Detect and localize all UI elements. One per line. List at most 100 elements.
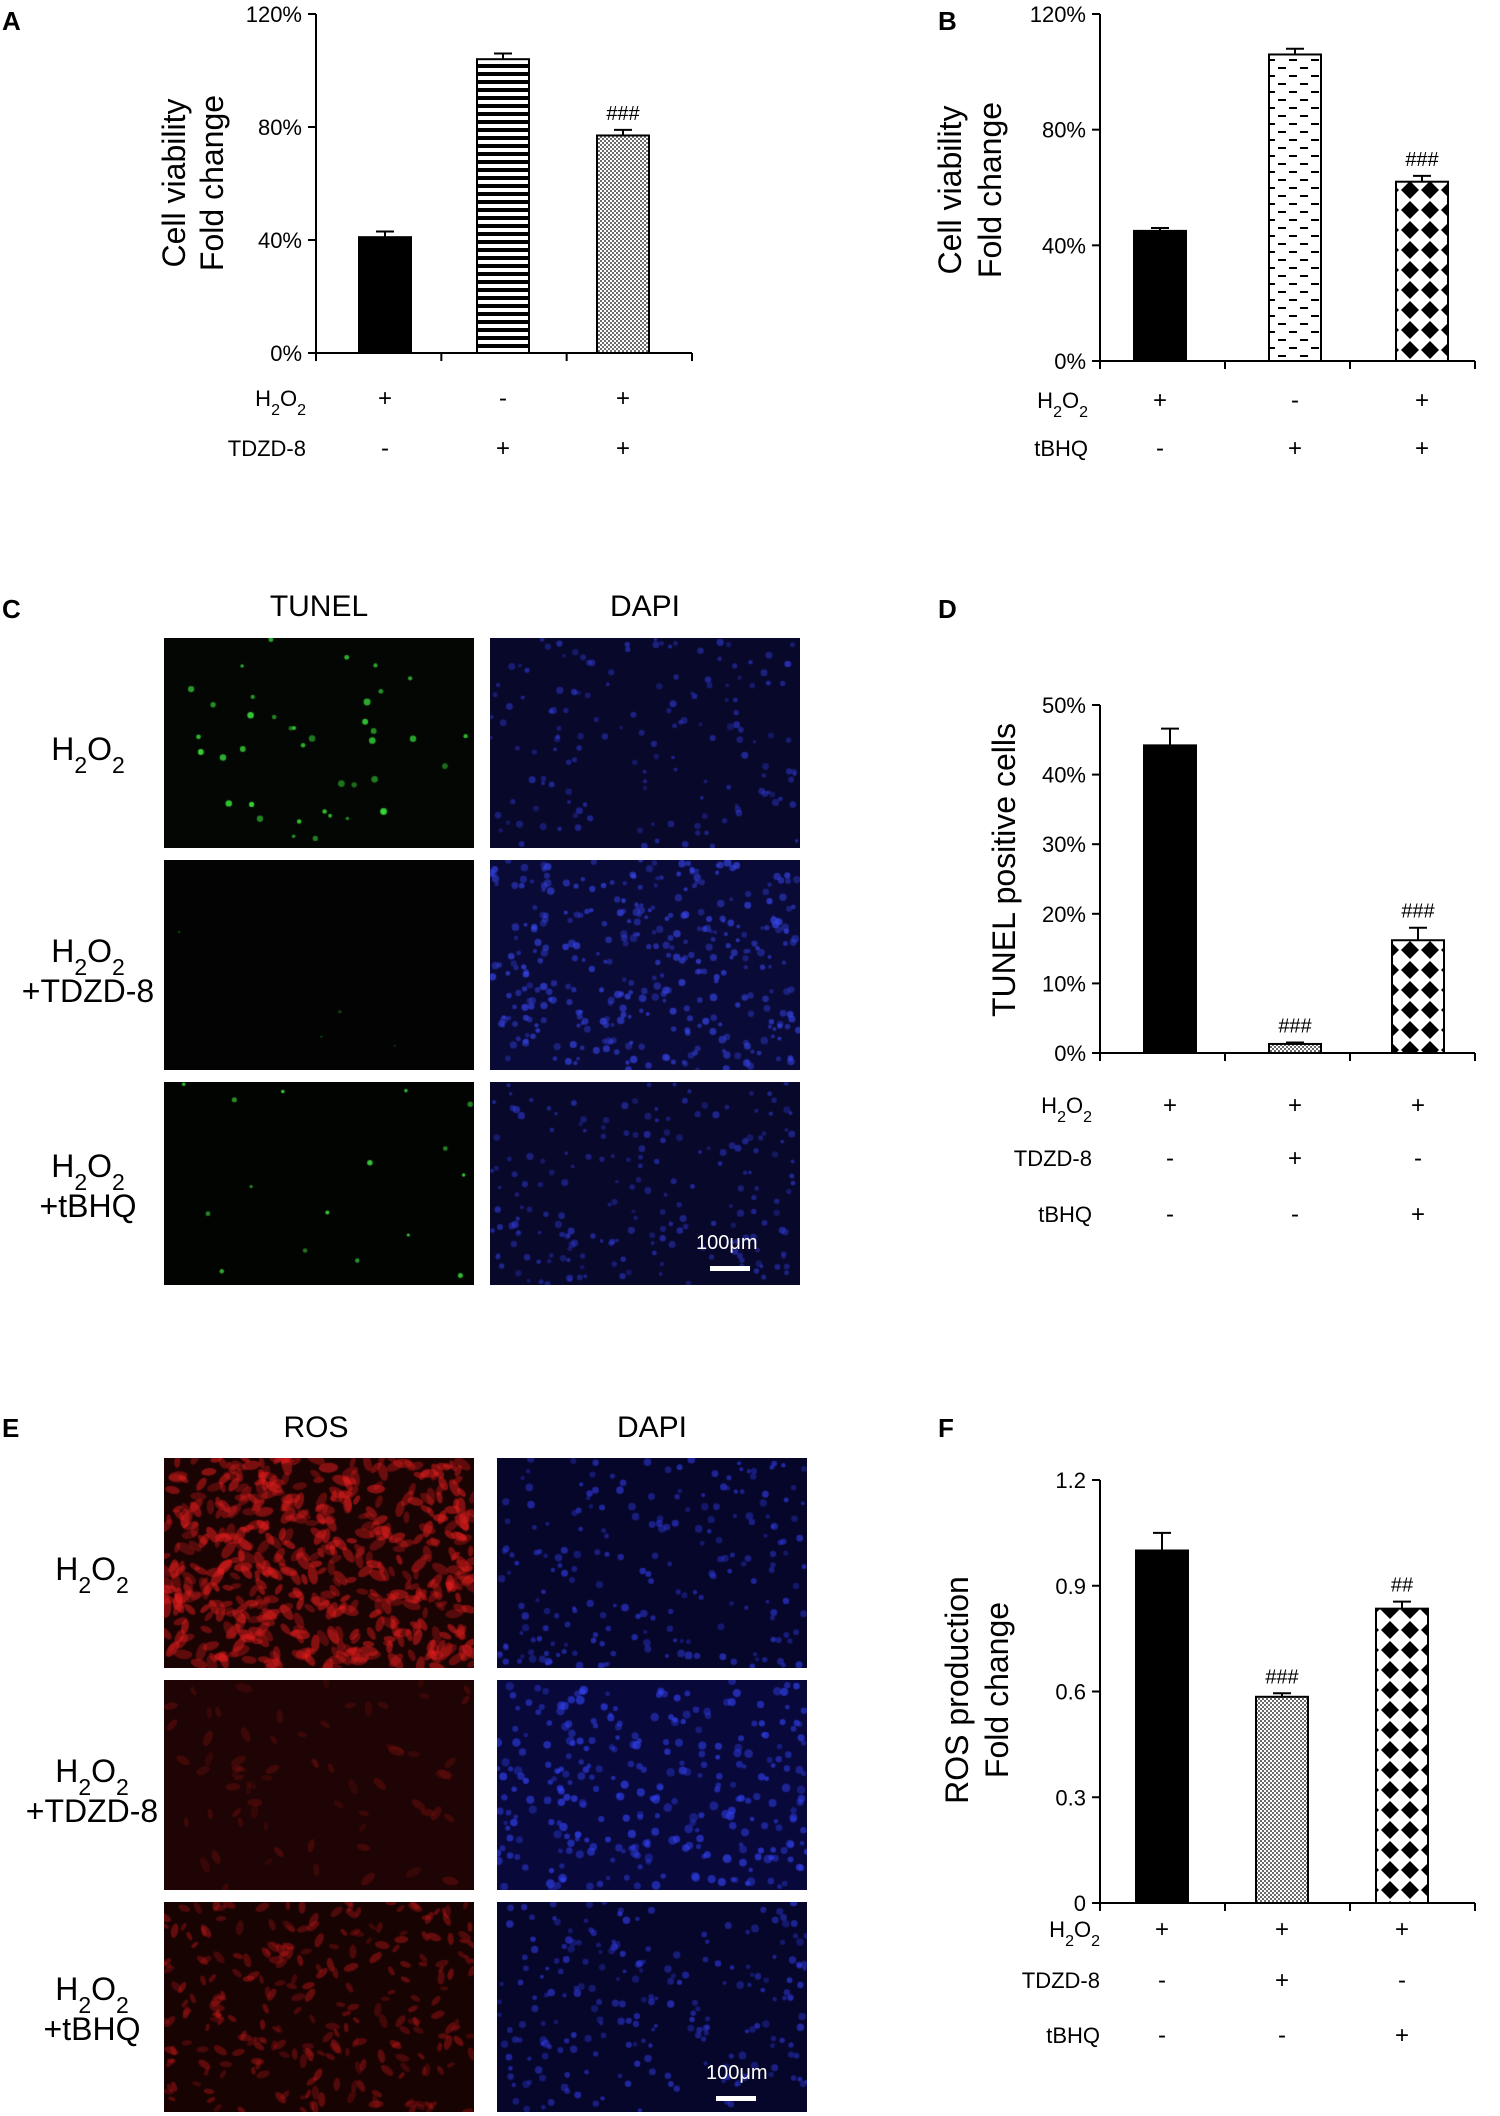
y-tick-label: 0 (1074, 1891, 1086, 1916)
condition-sign: - (1291, 387, 1299, 414)
bar (1255, 1695, 1309, 1904)
y-axis-label: Fold change (979, 1602, 1015, 1778)
micrograph-c-dapi-tdzd8 (490, 860, 800, 1070)
micrograph-row-label: H2O2 (51, 731, 125, 778)
condition-sign: + (1415, 435, 1429, 462)
micrograph-column-header: DAPI (617, 1411, 687, 1444)
bar (358, 236, 412, 354)
y-tick-label: 40% (258, 228, 302, 253)
y-tick-label: 0% (270, 341, 302, 366)
significance-annotation: ### (1401, 901, 1435, 923)
charts-layer: 0%40%80%120%Cell viability Fold change ###… (156, 2, 1476, 2049)
scale-bar-c (710, 1266, 750, 1271)
condition-sign: + (496, 435, 510, 462)
y-tick-label: 40% (1042, 763, 1086, 788)
condition-sign: - (1414, 1145, 1422, 1172)
bar (1391, 939, 1445, 1054)
significance-annotation: ## (1391, 1575, 1414, 1597)
y-axis-label: Cell viability (932, 106, 968, 275)
micrograph-row-sublabel: +tBHQ (44, 2011, 141, 2047)
y-tick-label: 120% (246, 2, 302, 27)
condition-sign: - (1398, 1967, 1406, 1994)
y-axis-label: Fold change (972, 102, 1008, 278)
micrograph-row-label: H2O2 (55, 1971, 129, 2018)
panel-letter-a: A (2, 6, 21, 36)
condition-sign: + (1288, 1092, 1302, 1119)
condition-sign: + (1411, 1092, 1425, 1119)
condition-label: H2O2 (255, 386, 306, 419)
y-tick-label: 0% (1054, 349, 1086, 374)
condition-label: H2O2 (1049, 1917, 1100, 1950)
bar (1135, 1549, 1189, 1904)
condition-label: TDZD-8 (1022, 1968, 1100, 1993)
condition-sign: - (1158, 1967, 1166, 1994)
micrograph-e-dapi-h2o2 (497, 1458, 807, 1668)
y-tick-label: 50% (1042, 693, 1086, 718)
condition-sign: - (1166, 1201, 1174, 1228)
micrograph-c-dapi-tbhq (490, 1082, 800, 1285)
micrograph-e-dapi-tdzd8 (497, 1680, 807, 1890)
condition-label: tBHQ (1046, 2023, 1100, 2048)
panel-letter-c: C (2, 594, 21, 624)
chart-d: 0% 10% 20% 30% 40% 50% TUNEL positive cells ###… (986, 693, 1476, 1228)
bar (1143, 744, 1197, 1054)
condition-sign: - (499, 385, 507, 412)
y-tick-label: 20% (1042, 902, 1086, 927)
y-axis-label: TUNEL positive cells (986, 723, 1022, 1017)
chart-f: 0 0.3 0.6 0.9 1.2 ROS production Fold change ##… (939, 1468, 1476, 2049)
micrograph-column-header: DAPI (610, 590, 680, 623)
micrograph-column-header: TUNEL (270, 590, 368, 623)
significance-annotation: ### (1405, 149, 1439, 171)
micrograph-row-label: H2O2 (51, 933, 125, 980)
bar (1268, 53, 1322, 362)
condition-sign: - (381, 435, 389, 462)
micrograph-c-tunel-tbhq (164, 1082, 474, 1285)
bar (1268, 1042, 1322, 1055)
y-axis-label: Fold change (194, 95, 230, 271)
condition-sign: + (616, 385, 630, 412)
significance-annotation: ### (606, 103, 640, 125)
condition-sign: + (1411, 1201, 1425, 1228)
condition-sign: + (1163, 1092, 1177, 1119)
y-tick-label: 80% (1042, 118, 1086, 143)
chart-b: 0% 40% 80% 120% Cell viability Fold change ###… (932, 2, 1476, 462)
y-tick-label: 40% (1042, 233, 1086, 258)
y-axis-label: Cell viability (156, 99, 192, 268)
panel-letter-b: B (938, 6, 957, 36)
bar (1133, 229, 1187, 362)
micrograph-row-label: H2O2 (55, 1551, 129, 1598)
y-tick-label: 10% (1042, 971, 1086, 996)
panel-letter-f: F (938, 1413, 954, 1443)
bar (596, 134, 650, 354)
scale-bar-e (716, 2096, 756, 2101)
micrograph-row-label: H2O2 (51, 1148, 125, 1195)
condition-label: tBHQ (1034, 436, 1088, 461)
micrograph-e-ros-h2o2 (164, 1458, 474, 1668)
micrograph-row-sublabel: +TDZD-8 (22, 973, 154, 1009)
condition-sign: - (1291, 1201, 1299, 1228)
condition-sign: + (616, 435, 630, 462)
condition-label: TDZD-8 (1014, 1146, 1092, 1171)
chart-a: 0% 40% 80% 120% Cell viability Fold change ###… (156, 2, 693, 462)
micrograph-row-sublabel: +TDZD-8 (26, 1793, 158, 1829)
condition-sign: + (1415, 387, 1429, 414)
micrograph-e-ros-tbhq (164, 1902, 474, 2112)
bar (476, 58, 530, 354)
condition-sign: - (1278, 2022, 1286, 2049)
significance-annotation: ### (1278, 1016, 1312, 1038)
condition-sign: + (1395, 2022, 1409, 2049)
y-tick-label: 120% (1030, 2, 1086, 27)
scale-bar-label-c: 100μm (696, 1232, 758, 1254)
y-tick-label: 0.9 (1055, 1574, 1086, 1599)
panel-letter-e: E (2, 1413, 19, 1443)
micrograph-e-dapi-tbhq (497, 1902, 807, 2112)
condition-label: tBHQ (1038, 1202, 1092, 1227)
micrograph-e-ros-tdzd8 (164, 1680, 474, 1890)
micrograph-row-sublabel: +tBHQ (40, 1188, 137, 1224)
micrograph-c-tunel-tdzd8 (164, 860, 474, 1070)
y-tick-label: 1.2 (1055, 1468, 1086, 1493)
y-tick-label: 0.3 (1055, 1785, 1086, 1810)
